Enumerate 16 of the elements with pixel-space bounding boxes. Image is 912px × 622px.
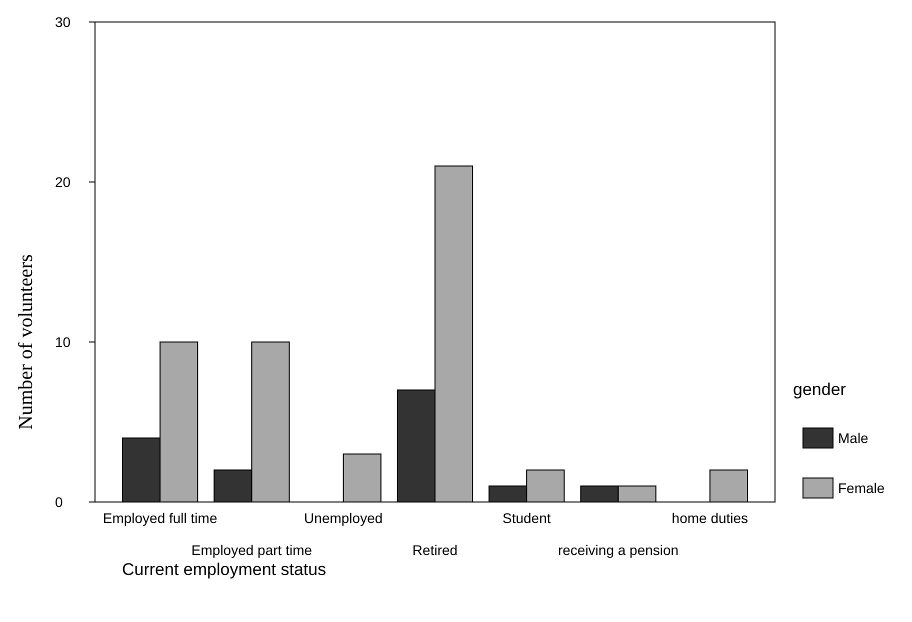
- y-tick-label: 30: [55, 14, 71, 30]
- y-tick-label: 10: [55, 334, 71, 350]
- legend-title: gender: [793, 380, 846, 399]
- x-tick-label: Unemployed: [304, 510, 383, 526]
- x-tick-label: receiving a pension: [558, 542, 679, 558]
- x-tick-label: Retired: [412, 542, 458, 558]
- y-tick-label: 0: [55, 494, 63, 510]
- y-tick-label: 20: [55, 174, 71, 190]
- x-tick-label: Employed part time: [191, 542, 312, 558]
- legend-label: Female: [838, 480, 885, 496]
- x-tick-label: home duties: [672, 510, 748, 526]
- x-tick-label: Employed full time: [102, 510, 218, 526]
- x-axis-title: Current employment status: [122, 560, 326, 579]
- x-tick-label: Student: [502, 510, 551, 526]
- y-axis-title: Number of volunteers: [15, 254, 37, 430]
- legend-label: Male: [838, 430, 869, 446]
